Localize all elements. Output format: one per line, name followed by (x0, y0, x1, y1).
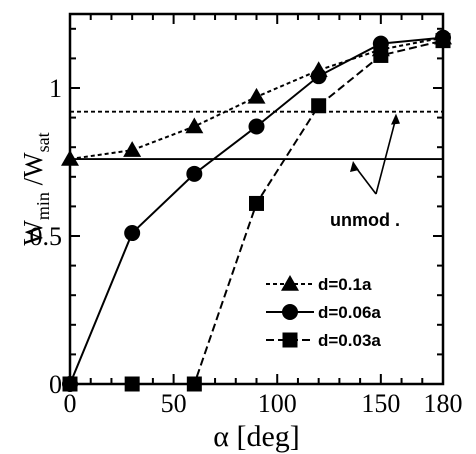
y-axis-label-part: W (18, 152, 48, 178)
triangle-marker (185, 117, 204, 134)
square-marker (435, 33, 451, 49)
y-tick-label: 0.5 (30, 222, 63, 251)
square-marker (311, 98, 327, 114)
square-marker (124, 376, 140, 392)
annotation-arrowhead (391, 113, 400, 125)
y-tick-label: 1 (49, 74, 62, 103)
x-axis-label: α [deg] (213, 420, 300, 453)
triangle-marker (281, 275, 299, 291)
legend-label: d=0.1a (318, 275, 372, 294)
circle-marker (282, 304, 298, 320)
x-tick-label: 150 (361, 389, 400, 418)
square-marker (62, 376, 78, 392)
legend: d=0.1a d=0.06a d=0.03a (266, 275, 381, 350)
x-tick-label: 50 (161, 389, 187, 418)
annotation-arrowhead (350, 161, 359, 173)
y-tick-label: 0 (49, 370, 62, 399)
square-marker (186, 376, 202, 392)
series-d=0.03a (62, 33, 451, 392)
triangle-marker (123, 141, 142, 157)
x-tick-label: 100 (258, 389, 297, 418)
legend-label: d=0.03a (318, 331, 381, 350)
square-marker (249, 195, 264, 211)
circle-marker (310, 68, 327, 85)
square-marker (373, 47, 389, 63)
square-marker (282, 332, 298, 348)
circle-marker (124, 225, 141, 242)
series-d=0.1a (61, 28, 452, 166)
annotation-text: unmod . (330, 210, 400, 230)
y-axis-label: Wmin /Wsat (18, 132, 53, 245)
y-axis-label-part: / (18, 177, 48, 192)
x-tick-label: 0 (64, 389, 77, 418)
y-axis-label-part: min (33, 192, 53, 220)
circle-marker (186, 165, 203, 182)
circle-marker (248, 118, 265, 135)
triangle-marker (61, 150, 79, 166)
legend-label: d=0.06a (318, 303, 381, 322)
y-axis-label-part: sat (33, 132, 53, 152)
x-tick-label: 180 (424, 389, 463, 418)
circle-marker (372, 35, 389, 52)
y-axis-label-part: W (18, 220, 48, 246)
triangle-marker (247, 87, 266, 104)
annotation-arrow (375, 117, 397, 195)
